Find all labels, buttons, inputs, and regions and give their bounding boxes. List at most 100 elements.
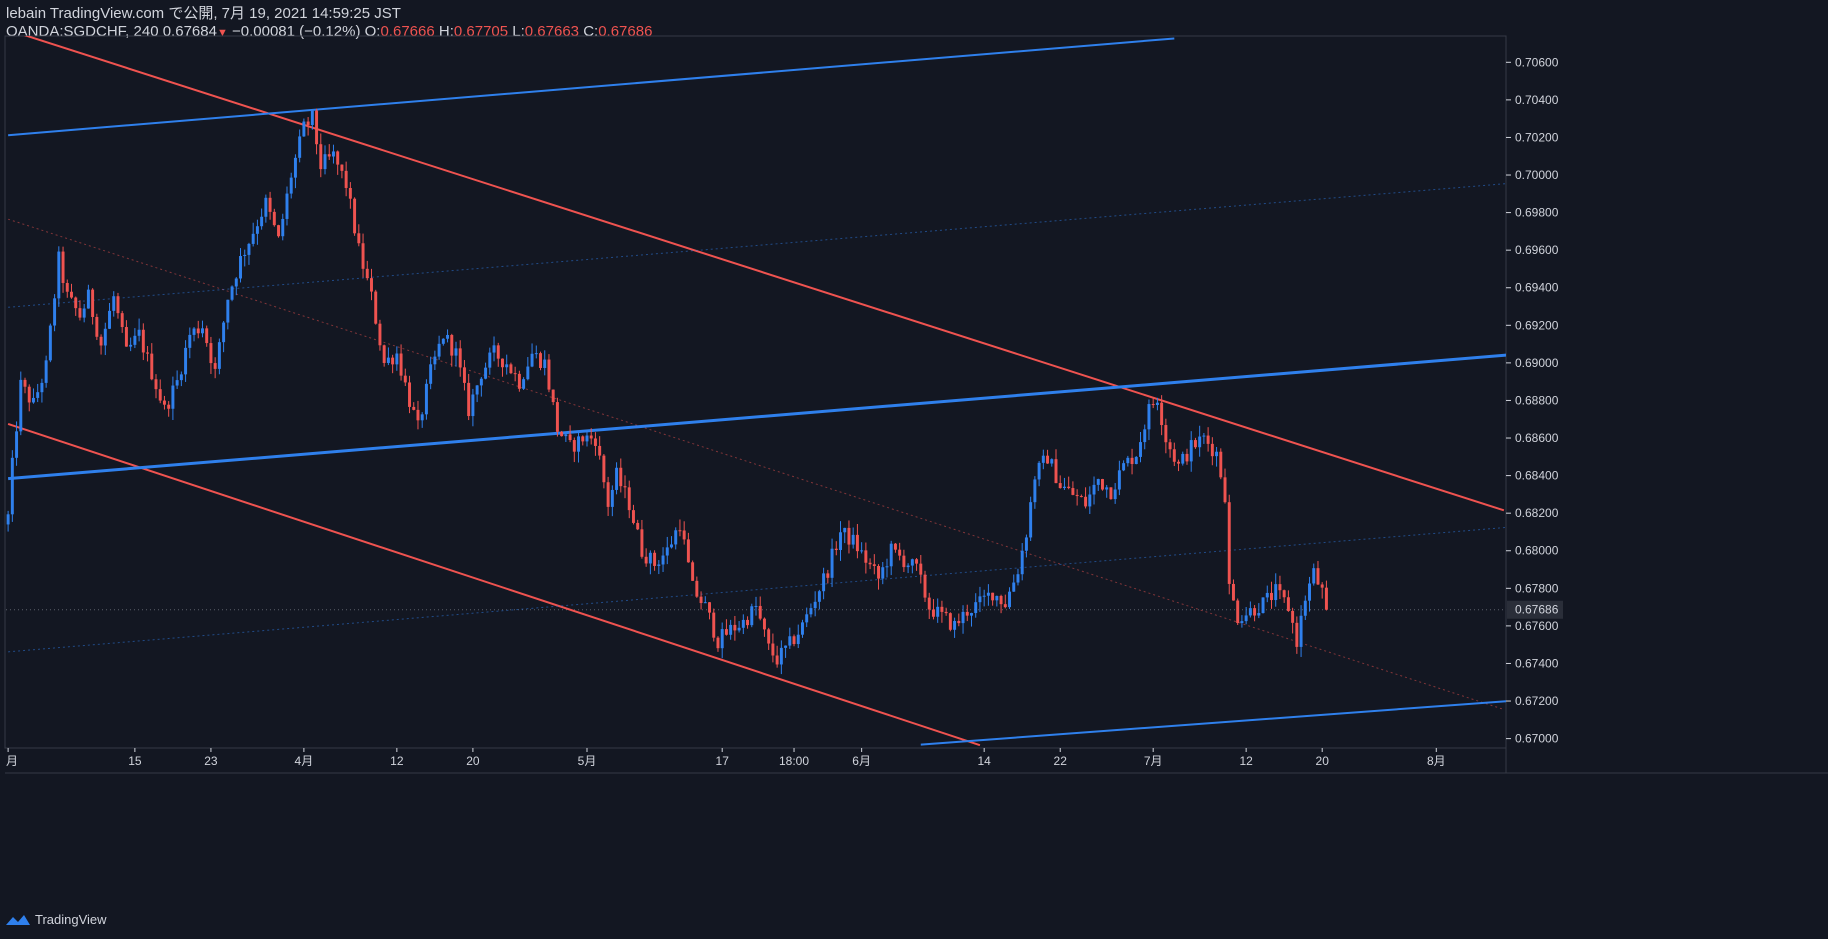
candle (429, 356, 433, 390)
candle-body (1041, 455, 1045, 463)
time-axis[interactable]: 月 15 23 4月 12 20 5月 17 18:00 6月 14 22 7月 12 20 8月 (6, 748, 1446, 768)
candle-body (1130, 457, 1134, 465)
candle (606, 476, 610, 516)
brand-name: TradingView (35, 912, 107, 927)
candle (213, 357, 217, 379)
candle (327, 144, 331, 160)
candle-body (65, 282, 69, 292)
candle-body (1299, 615, 1303, 647)
candle (965, 604, 969, 622)
candle (1227, 494, 1231, 595)
candle-body (568, 434, 572, 441)
candle (36, 383, 40, 403)
candle-body (779, 647, 783, 665)
y-tick-label: 0.68400 (1515, 469, 1559, 483)
candle-body (1139, 442, 1142, 457)
candle (1016, 568, 1020, 586)
candle (839, 521, 842, 561)
candle-body (141, 329, 145, 353)
x-tick-label: 17 (716, 754, 730, 768)
trendline-7[interactable] (8, 526, 1508, 653)
trendline-3[interactable] (8, 37, 1175, 137)
candle (1274, 573, 1278, 607)
candle (767, 627, 771, 650)
candle (746, 616, 750, 629)
candle (712, 608, 716, 642)
candle-body (657, 564, 661, 566)
candle (948, 612, 952, 632)
trendline-0[interactable] (4, 28, 1505, 512)
candle (391, 354, 395, 374)
candle-body (484, 367, 488, 379)
candle (1155, 397, 1159, 411)
candle-body (720, 629, 724, 649)
candle (420, 412, 424, 428)
candle (589, 428, 593, 445)
y-tick-label: 0.67600 (1515, 619, 1559, 633)
candle (1029, 496, 1033, 541)
candle-body (31, 397, 35, 403)
candle-body (408, 382, 411, 407)
candle-body (589, 435, 593, 439)
candle (750, 603, 754, 628)
footer-brand[interactable]: TradingView (5, 912, 107, 927)
candle-body (120, 313, 124, 328)
candle (1316, 560, 1320, 585)
candle (1134, 456, 1138, 465)
candle-body (1278, 584, 1282, 591)
candle-body (805, 614, 809, 623)
candle-body (1071, 488, 1075, 495)
candle (61, 246, 65, 293)
x-tick-label: 20 (466, 754, 480, 768)
trendline-2[interactable] (7, 218, 1505, 710)
candle-body (40, 382, 44, 393)
candle-body (509, 364, 513, 374)
y-tick-label: 0.69400 (1515, 281, 1559, 295)
candle (1079, 494, 1083, 498)
trendline-4[interactable] (7, 353, 1508, 481)
candle-body (95, 316, 99, 337)
candle (923, 570, 927, 602)
candle-body (492, 345, 496, 353)
candle (1320, 582, 1324, 599)
candle-body (1193, 440, 1197, 448)
x-tick-label: 12 (1239, 754, 1253, 768)
candle-body (10, 457, 14, 515)
candle-body (424, 383, 428, 415)
trendline-6[interactable] (8, 183, 1508, 308)
candle (813, 591, 817, 617)
candle (779, 640, 783, 675)
candle-body (1109, 487, 1113, 500)
candle-body (724, 629, 728, 635)
candle (826, 569, 830, 584)
candle (970, 612, 973, 627)
candle-body (57, 251, 61, 299)
candle (167, 401, 171, 417)
candle-body (150, 353, 154, 380)
candle (285, 186, 289, 226)
candle (95, 313, 99, 340)
candle-body (175, 380, 179, 386)
candle-body (1223, 477, 1227, 503)
candle-body (885, 566, 889, 568)
candle-body (201, 328, 204, 334)
candle-body (551, 389, 555, 403)
candle-body (1122, 463, 1126, 471)
candle-body (1316, 568, 1320, 585)
candle (323, 145, 327, 175)
trendline-1[interactable] (7, 422, 981, 747)
trendline-5[interactable] (920, 700, 1508, 746)
candle-body (348, 187, 352, 199)
candle-body (222, 322, 226, 343)
candle (868, 558, 872, 570)
candle-body (606, 482, 610, 507)
price-axis[interactable]: 0.70600 0.70400 0.70200 0.70000 0.69800 0.696… (1506, 55, 1563, 746)
x-tick-label: 20 (1316, 754, 1330, 768)
candle (10, 450, 14, 522)
x-tick-label: 23 (204, 754, 218, 768)
candle (991, 592, 995, 606)
candle (568, 425, 572, 443)
candle-body (547, 359, 551, 390)
candle-body (344, 170, 348, 188)
